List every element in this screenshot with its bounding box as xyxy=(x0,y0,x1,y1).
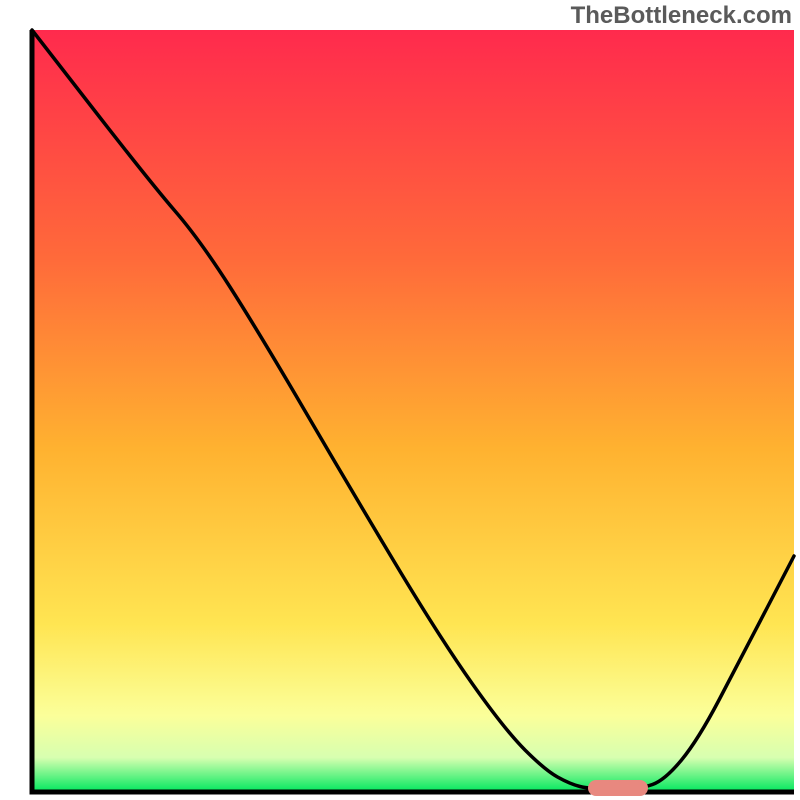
chart-container: TheBottleneck.com xyxy=(0,0,800,800)
plot-background xyxy=(32,30,794,792)
watermark-text: TheBottleneck.com xyxy=(571,2,792,30)
optimal-marker xyxy=(588,780,648,796)
bottleneck-chart xyxy=(0,0,800,800)
